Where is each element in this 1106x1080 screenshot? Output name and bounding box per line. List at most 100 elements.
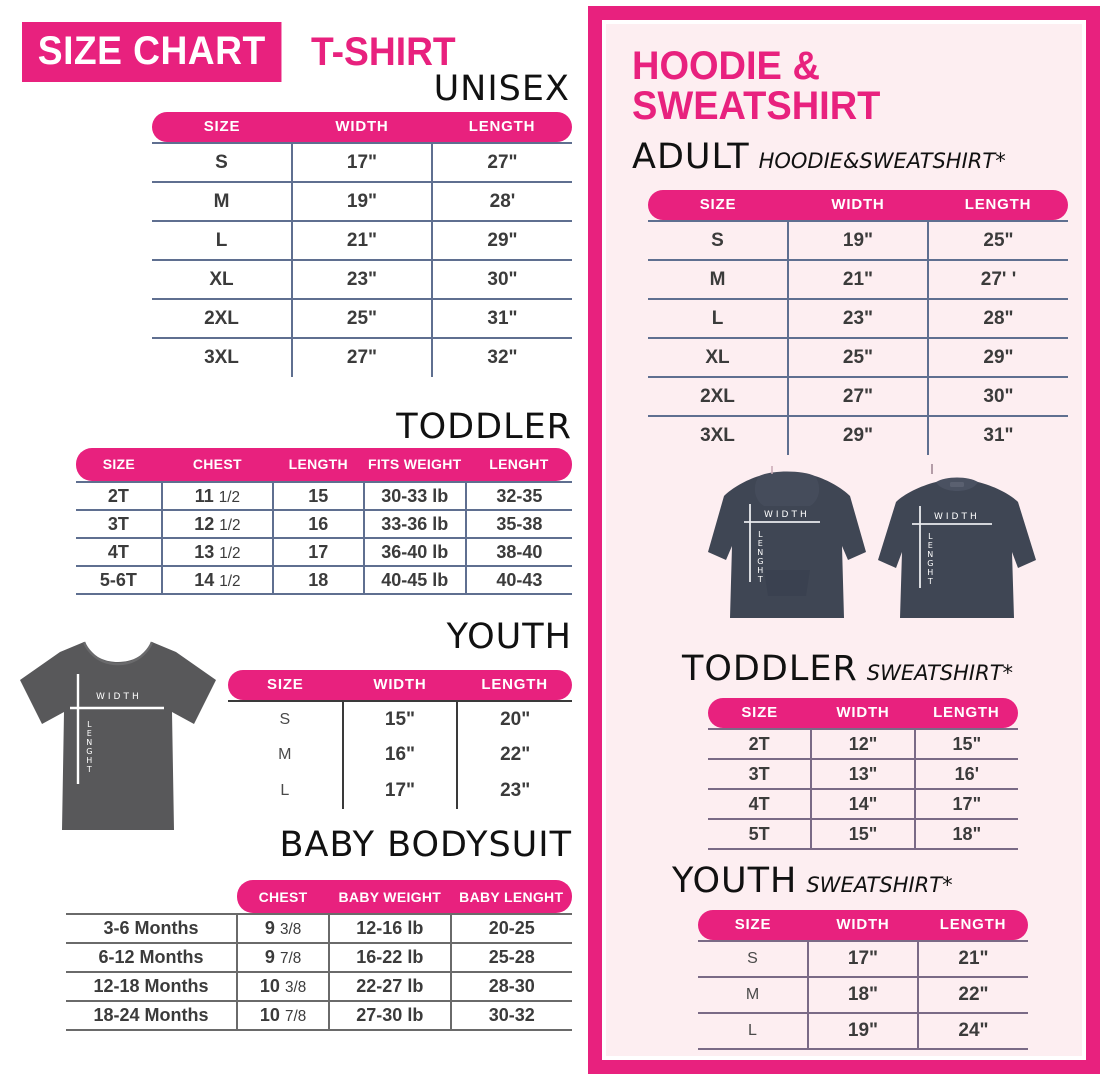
cell-width: 17" (342, 773, 459, 809)
table-row: 18-24 Months 10 7/8 27-30 lb 30-32 (66, 1001, 572, 1031)
cell-width: 27" (292, 338, 433, 377)
cell-length: 27" (432, 142, 572, 183)
col-header-length: LENGTH (481, 676, 548, 694)
toddler-sweatshirt-table: SIZE WIDTH LENGTH 2T 12" 15" 3T 13" 16' 4T 14… (708, 698, 1018, 850)
cell-width: 19" (808, 1013, 919, 1050)
table-row: L 23" 28" (648, 299, 1068, 339)
table-row: 3XL 27" 32" (152, 338, 572, 377)
toddler-heading: TODDLER (396, 407, 572, 447)
cell-size: 4T (76, 538, 163, 567)
cell-size: L (648, 299, 789, 339)
cell-size: 12-18 Months (66, 972, 239, 1002)
cell-width: 23" (292, 260, 433, 300)
sweatshirt-svg (878, 464, 1036, 618)
cell-length: 23" (500, 780, 531, 801)
table-row: 3-6 Months 9 3/8 12-16 lb 20-25 (66, 913, 572, 944)
cell-size: 3XL (648, 416, 789, 455)
cell-size: XL (648, 338, 789, 378)
cell-lenght: 35-38 (465, 510, 572, 539)
col-header-length: LENGTH (288, 456, 348, 473)
cell-fits-weight: 33-36 lb (363, 510, 467, 539)
tshirt-width-label: WIDTH (96, 692, 142, 702)
cell-size: S (698, 940, 809, 978)
cell-length: 15 (272, 481, 365, 511)
adult-table: SIZE WIDTH LENGTH S 19" 25" M 21" 27' ' L 23"… (648, 190, 1068, 455)
youth-sweatshirt-heading: YOUTH SWEATSHIRT* (672, 864, 953, 899)
table-row: M 19" 28' (152, 182, 572, 222)
col-header-baby-weight: BABY WEIGHT (338, 888, 442, 905)
col-header-width: WIDTH (831, 196, 885, 214)
cell-chest: 12 1/2 (161, 510, 274, 539)
cell-length: 16 (272, 510, 365, 539)
cell-baby-lenght: 28-30 (450, 972, 572, 1002)
table-row: 3T 12 1/2 16 33-36 lb 35-38 (76, 510, 572, 539)
cell-length: 30" (432, 260, 572, 300)
cell-baby-weight: 22-27 lb (329, 972, 452, 1002)
cell-baby-lenght: 30-32 (450, 1001, 572, 1031)
cell-size: S (152, 142, 293, 183)
header-pill-bg (152, 112, 572, 142)
cell-size: 3T (708, 759, 813, 790)
cell-size: L (152, 221, 293, 261)
cell-size: L (228, 773, 344, 809)
adult-header-row: SIZE WIDTH LENGTH (648, 190, 1068, 220)
cell-length: 31" (983, 425, 1014, 446)
table-row: M 18" 22" (698, 977, 1028, 1014)
col-header-lenght: LENGHT (489, 456, 549, 473)
header-pill-bg (648, 190, 1068, 220)
cell-length: 22" (500, 744, 531, 765)
table-row: M 16" 22" (228, 737, 572, 773)
toddler-header-row: SIZE CHEST LENGTH FITS WEIGHT LENGHT (76, 448, 572, 481)
youth-data: S 15" 20" M 16" 22" L 17" 23" (228, 700, 572, 809)
col-header-size: SIZE (196, 888, 230, 905)
cell-width: 25" (292, 299, 433, 339)
cell-width: 12" (811, 728, 916, 760)
header-pill-bg (698, 910, 1028, 940)
table-row: 5-6T 14 1/2 18 40-45 lb 40-43 (76, 566, 572, 595)
cell-lenght: 40-43 (465, 566, 572, 595)
cell-width: 17" (292, 142, 433, 183)
toddler-heading-italic: SWEATSHIRT* (866, 661, 1014, 685)
col-header-fits-weight: FITS WEIGHT (367, 456, 462, 473)
cell-length: 29" (928, 338, 1068, 378)
col-header-size: SIZE (102, 456, 136, 473)
cell-length: 30" (928, 377, 1068, 417)
cell-chest: 10 3/8 (237, 972, 331, 1002)
cell-size: 2XL (648, 377, 789, 417)
cell-length: 16' (914, 759, 1018, 790)
right-panel-inner: HOODIE & SWEATSHIRT ADULT HOODIE&SWEATSH… (602, 20, 1086, 1060)
table-row: S 15" 20" (228, 700, 572, 737)
table-row: 4T 13 1/2 17 36-40 lb 38-40 (76, 538, 572, 567)
cell-baby-weight: 27-30 lb (329, 1001, 452, 1031)
col-header-length: LENGTH (939, 916, 1007, 934)
cell-length: 15" (914, 728, 1018, 760)
cell-size: 6-12 Months (66, 943, 239, 973)
col-header-baby-lenght: BABY LENGHT (459, 888, 564, 905)
cell-baby-weight: 12-16 lb (329, 913, 452, 944)
col-header-size: SIZE (741, 704, 778, 722)
cell-baby-lenght: 25-28 (450, 943, 572, 973)
adult-heading-italic: HOODIE&SWEATSHIRT* (758, 149, 1006, 173)
cell-fits-weight: 30-33 lb (363, 481, 467, 511)
cell-length: 17" (914, 789, 1018, 820)
youth-sw-data: S 17" 21" M 18" 22" L 19" 24" (698, 940, 1028, 1050)
hoodie-length-label: LENGHT (755, 530, 765, 584)
table-row: XL 25" 29" (648, 338, 1068, 378)
toddler-sw-data: 2T 12" 15" 3T 13" 16' 4T 14" 17" 5T 15" 18" (708, 728, 1018, 850)
sweatshirt-length-label: LENGHT (925, 532, 935, 586)
cell-width: 21" (788, 260, 929, 300)
table-row: S 17" 27" (152, 142, 572, 183)
cell-length: 18" (914, 819, 1018, 850)
table-row: 4T 14" 17" (708, 789, 1018, 820)
table-row: 12-18 Months 10 3/8 22-27 lb 28-30 (66, 972, 572, 1002)
size-chart-badge: SIZE CHART (22, 22, 282, 82)
cell-chest: 10 7/8 (237, 1001, 331, 1031)
cell-chest: 9 7/8 (237, 943, 331, 973)
col-header-length: LENGTH (933, 704, 1000, 722)
cell-lenght: 32-35 (465, 481, 572, 511)
cell-width: 19" (788, 220, 929, 261)
header-pill-bg (237, 880, 572, 913)
cell-width: 14" (811, 789, 916, 820)
tshirt-length-label: LENGHT (84, 720, 94, 774)
